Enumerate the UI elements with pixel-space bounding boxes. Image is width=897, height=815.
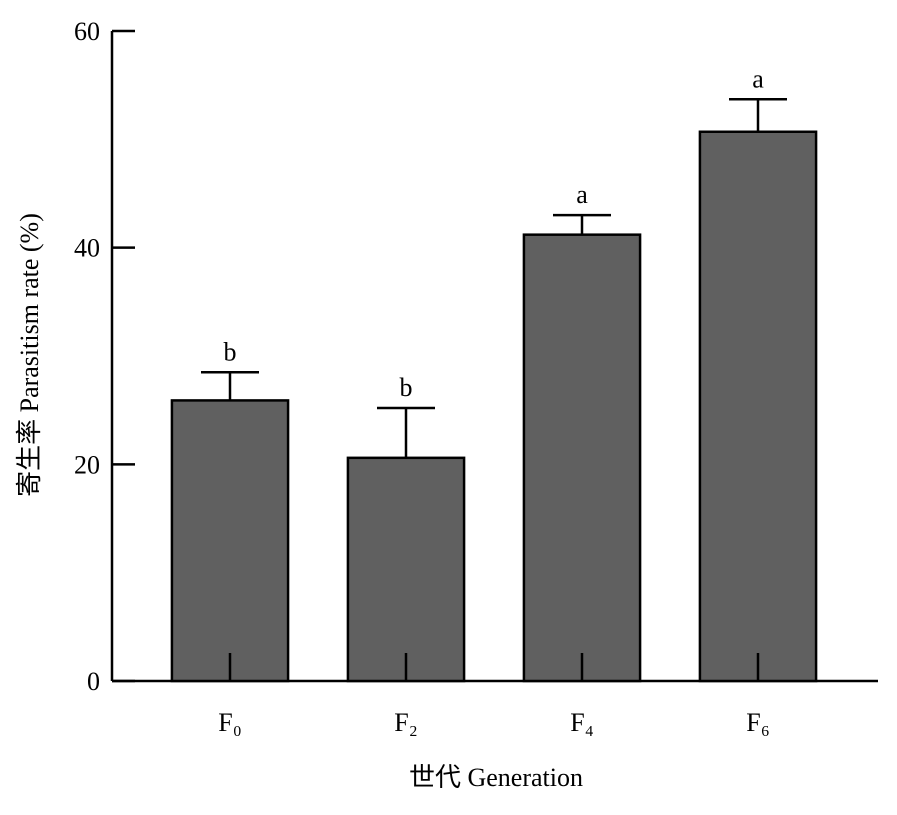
significance-letter: b xyxy=(224,337,237,366)
bar xyxy=(170,399,290,683)
y-tick-label: 20 xyxy=(74,450,100,479)
y-tick-label: 0 xyxy=(87,667,100,696)
x-tick-label: F₄ xyxy=(570,708,594,737)
significance-letter: a xyxy=(576,180,588,209)
y-tick-label: 60 xyxy=(74,17,100,46)
bar xyxy=(346,456,466,683)
significance-letter: b xyxy=(400,373,413,402)
x-tick-label: F₀ xyxy=(218,708,242,737)
significance-letter: a xyxy=(752,64,764,93)
x-tick-label: F₂ xyxy=(394,708,418,737)
y-axis-title: 寄生率 Parasitism rate (%) xyxy=(15,213,44,497)
bar xyxy=(698,130,818,683)
x-axis-title: 世代 Generation xyxy=(409,763,583,792)
x-tick-label: F₆ xyxy=(746,708,770,737)
y-tick-label: 40 xyxy=(74,234,100,263)
bar xyxy=(522,233,642,683)
